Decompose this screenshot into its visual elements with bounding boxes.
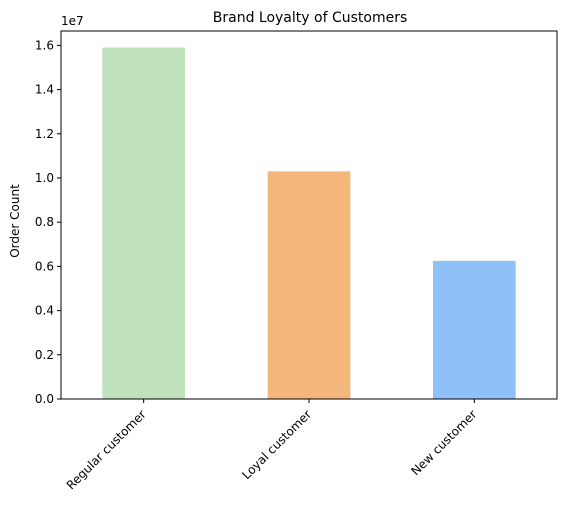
y-tick-label: 0.6 — [35, 259, 54, 273]
chart-title: Brand Loyalty of Customers — [213, 10, 408, 26]
y-tick-label: 0.0 — [35, 392, 54, 406]
y-tick-label: 0.2 — [35, 348, 54, 362]
bar-new-customer — [433, 261, 516, 399]
y-tick-label: 1.2 — [35, 127, 54, 141]
y-tick-label: 1.4 — [35, 83, 54, 97]
plot-area: Regular customer Loyal customer New custom… — [35, 31, 557, 492]
y-tick-label: 0.8 — [35, 215, 54, 229]
bar-loyal-customer — [268, 171, 351, 399]
y-tick-label: 0.4 — [35, 304, 54, 318]
y-axis-label: Order Count — [8, 184, 22, 258]
x-tick-label: Loyal customer — [239, 407, 314, 482]
y-tick-label: 1.6 — [35, 38, 54, 52]
y-tick-label: 1.0 — [35, 171, 54, 185]
x-tick-label: Regular customer — [64, 407, 149, 492]
x-tick-label: New customer — [408, 407, 479, 478]
bar-regular-customer — [102, 48, 185, 399]
y-axis-multiplier: 1e7 — [61, 14, 84, 28]
